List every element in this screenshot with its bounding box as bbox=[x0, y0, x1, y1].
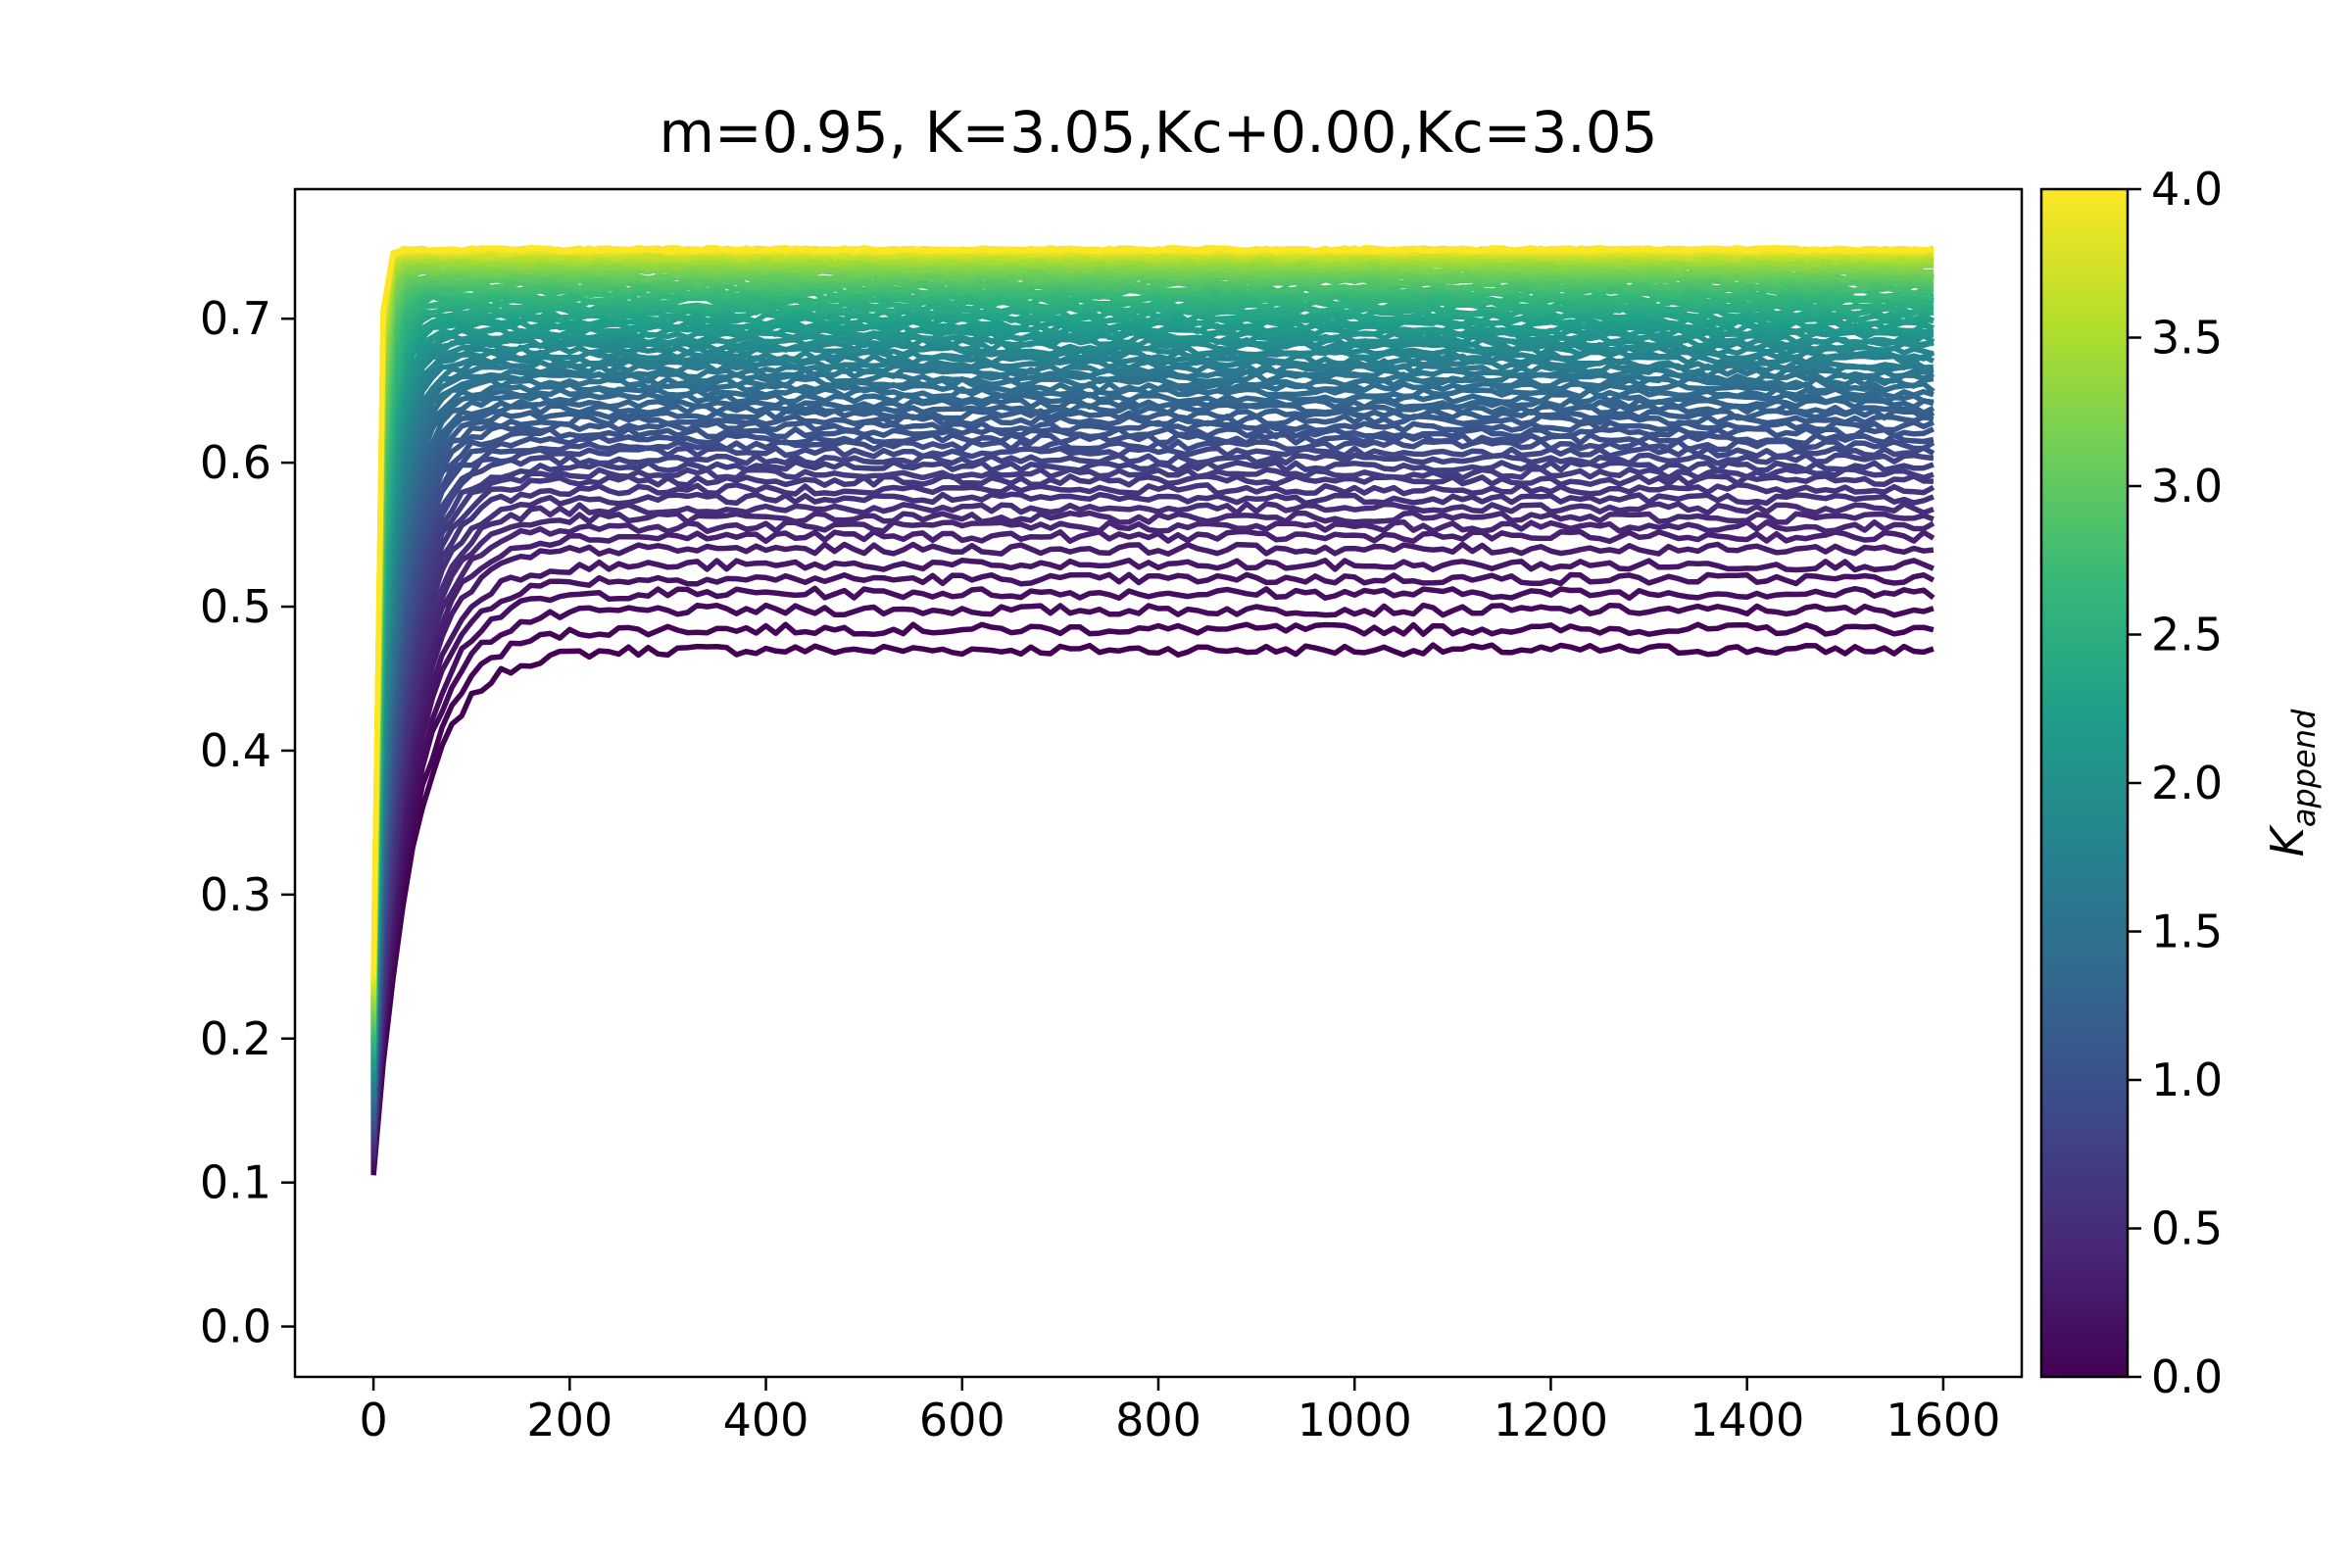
colorbar-tick-label: 1.0 bbox=[2151, 1054, 2223, 1106]
y-axis: 0.0 0.1 0.2 0.3 0.4 0.5 0.6 0.7 bbox=[200, 292, 295, 1353]
series-line bbox=[370, 340, 1935, 1082]
series-line bbox=[370, 571, 1936, 1166]
series-line bbox=[370, 491, 1935, 1148]
colorbar-label-main: K bbox=[2261, 823, 2314, 857]
series-line bbox=[370, 349, 1936, 1087]
x-tick-label: 200 bbox=[526, 1394, 612, 1446]
series-line bbox=[370, 541, 1935, 1160]
series-line bbox=[370, 466, 1935, 1141]
colorbar-axis: 0.0 0.5 1.0 1.5 2.0 2.5 3.0 3.5 4.0 bbox=[2128, 163, 2223, 1403]
series-line bbox=[370, 370, 1936, 1100]
colorbar-tick-label: 2.0 bbox=[2151, 757, 2223, 809]
x-tick-label: 1000 bbox=[1298, 1394, 1412, 1446]
series-line bbox=[370, 315, 1935, 1063]
series-line bbox=[370, 407, 1936, 1117]
series-line bbox=[370, 642, 1935, 1176]
series-line bbox=[370, 452, 1935, 1135]
series-line bbox=[370, 413, 1935, 1120]
colorbar-label: Kappend bbox=[2261, 709, 2323, 857]
series-line bbox=[370, 312, 1936, 1061]
series-line bbox=[370, 585, 1936, 1168]
series-line bbox=[370, 268, 1935, 1020]
series-line bbox=[370, 438, 1936, 1130]
x-tick-label: 1200 bbox=[1494, 1394, 1608, 1446]
y-tick-label: 0.1 bbox=[200, 1156, 271, 1209]
colorbar-tick-label: 3.5 bbox=[2151, 312, 2223, 365]
series-line bbox=[370, 510, 1935, 1153]
y-tick-label: 0.4 bbox=[200, 724, 271, 777]
series-line bbox=[370, 397, 1935, 1112]
series-line bbox=[370, 602, 1935, 1171]
x-tick-label: 1400 bbox=[1690, 1394, 1804, 1446]
colorbar-tick-label: 0.0 bbox=[2151, 1350, 2223, 1403]
series-line bbox=[370, 621, 1935, 1173]
x-axis: 0 200 400 600 800 1000 1200 1400 1600 bbox=[359, 1377, 2000, 1446]
y-tick-label: 0.7 bbox=[200, 292, 271, 345]
y-tick-label: 0.5 bbox=[200, 580, 271, 633]
colorbar-label-subscript: append bbox=[2285, 709, 2323, 827]
series-line bbox=[370, 558, 1935, 1163]
y-tick-label: 0.3 bbox=[200, 868, 271, 921]
x-tick-label: 1600 bbox=[1886, 1394, 2000, 1446]
y-tick-label: 0.2 bbox=[200, 1012, 271, 1065]
series-line bbox=[370, 481, 1936, 1146]
series-line bbox=[370, 344, 1935, 1084]
x-tick-label: 400 bbox=[723, 1394, 809, 1446]
series-line bbox=[370, 391, 1935, 1109]
colorbar-tick-label: 4.0 bbox=[2151, 163, 2223, 216]
y-tick-label: 0.6 bbox=[200, 436, 271, 489]
colorbar-tick-label: 3.0 bbox=[2151, 460, 2223, 513]
series-line bbox=[370, 528, 1936, 1158]
series-layer bbox=[370, 244, 1936, 1176]
colorbar-tick-label: 2.5 bbox=[2151, 609, 2223, 662]
series-line bbox=[370, 358, 1935, 1092]
series-line bbox=[370, 244, 1934, 974]
colorbar-tick-label: 0.5 bbox=[2151, 1202, 2223, 1255]
x-tick-label: 600 bbox=[919, 1394, 1005, 1446]
x-tick-label: 0 bbox=[359, 1394, 387, 1446]
series-line bbox=[370, 386, 1935, 1107]
series-line bbox=[370, 459, 1935, 1138]
series-line bbox=[370, 501, 1935, 1151]
series-line bbox=[370, 425, 1936, 1125]
series-line bbox=[370, 473, 1934, 1143]
series-line bbox=[370, 518, 1936, 1155]
series-line bbox=[370, 431, 1935, 1128]
y-tick-label: 0.0 bbox=[200, 1300, 271, 1353]
chart-title: m=0.95, K=3.05,Kc+0.00,Kc=3.05 bbox=[659, 99, 1657, 166]
colorbar-tick-label: 1.5 bbox=[2151, 906, 2223, 958]
colorbar bbox=[2039, 187, 2130, 1379]
x-tick-label: 800 bbox=[1115, 1394, 1201, 1446]
